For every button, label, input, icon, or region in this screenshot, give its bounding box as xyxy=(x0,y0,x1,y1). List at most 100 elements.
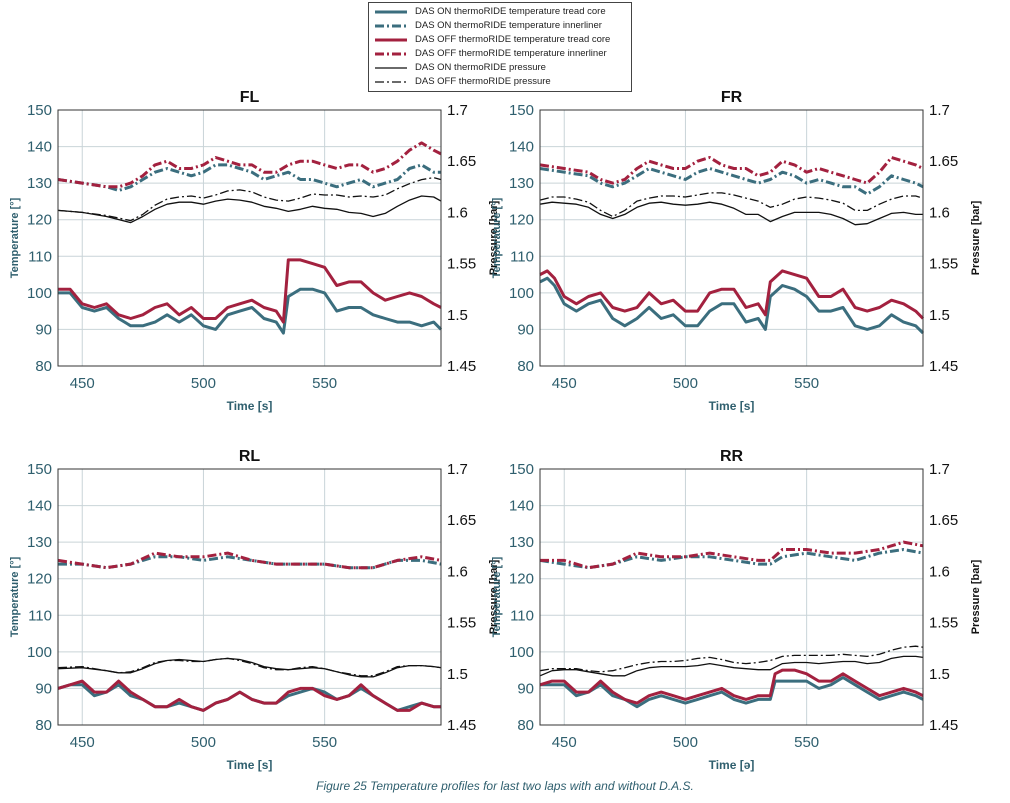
series-line xyxy=(540,540,924,570)
y-tick-label: 100 xyxy=(509,285,534,302)
y2-tick-label: 1.5 xyxy=(447,307,468,324)
chart-panel-rl: 80 90 100 110 120 130 140 150 1.45 1.5 1.55 1.6 1.65… xyxy=(9,448,500,772)
y-tick-label: 110 xyxy=(510,607,534,624)
series-line xyxy=(57,657,442,678)
y-axis-label: Temperature [°] xyxy=(491,556,503,637)
y2-tick-label: 1.65 xyxy=(929,512,958,529)
y2-tick-label: 1.6 xyxy=(447,204,468,221)
plot-frame xyxy=(539,109,924,367)
legend-swatch xyxy=(375,38,407,42)
y-axis-label: Temperature [°] xyxy=(9,556,21,637)
y2-tick-label: 1.5 xyxy=(929,666,950,683)
y-axis-label: Temperature [°] xyxy=(491,197,503,278)
series-line xyxy=(540,676,924,709)
y-tick-label: 120 xyxy=(27,212,52,229)
plot-area xyxy=(540,110,923,366)
x-tick-label: 550 xyxy=(312,375,337,392)
x-tick-label: 550 xyxy=(794,375,819,392)
x-tick-label: 500 xyxy=(673,734,698,751)
legend-swatch xyxy=(375,10,407,14)
y2-tick-label: 1.45 xyxy=(447,717,476,734)
y2-tick-label: 1.7 xyxy=(447,102,468,119)
series-line xyxy=(57,679,441,712)
x-axis-label: Time [ə] xyxy=(709,758,755,772)
y-tick-label: 130 xyxy=(27,175,52,192)
legend-item: DAS ON thermoRIDE temperature tread core xyxy=(373,5,629,19)
y-tick-label: 80 xyxy=(35,717,52,734)
y2-tick-label: 1.6 xyxy=(447,563,468,580)
y2-tick-label: 1.5 xyxy=(929,307,950,324)
chart-title: FL xyxy=(240,89,260,106)
series-line xyxy=(539,167,924,196)
chart-title: RR xyxy=(720,448,744,465)
y2-tick-label: 1.55 xyxy=(447,256,476,273)
series-line xyxy=(539,668,924,705)
legend-label: DAS OFF thermoRIDE pressure xyxy=(415,76,551,87)
legend-label: DAS ON thermoRIDE temperature innerliner xyxy=(415,20,602,31)
y-tick-label: 100 xyxy=(27,285,52,302)
y-tick-label: 120 xyxy=(509,571,534,588)
y2-tick-label: 1.45 xyxy=(929,717,958,734)
y2-tick-label: 1.5 xyxy=(447,666,468,683)
x-tick-label: 500 xyxy=(191,375,216,392)
y2-axis-label: Pressure [bar] xyxy=(970,200,982,275)
y2-axis-label: Pressure [bar] xyxy=(970,559,982,634)
legend-swatch xyxy=(375,67,407,69)
y2-tick-label: 1.55 xyxy=(447,615,476,632)
legend-label: DAS OFF thermoRIDE temperature innerline… xyxy=(415,48,607,59)
chart-panel-fr: 80 90 100 110 120 130 140 150 1.45 1.5 1.55 1.6 1.65… xyxy=(491,89,982,413)
legend-swatch xyxy=(375,52,407,56)
plot-frame xyxy=(57,468,442,726)
y-tick-label: 100 xyxy=(27,644,52,661)
x-tick-label: 450 xyxy=(70,375,95,392)
y2-tick-label: 1.55 xyxy=(929,256,958,273)
y-tick-label: 110 xyxy=(28,248,52,265)
y-tick-label: 150 xyxy=(509,461,534,478)
y-tick-label: 130 xyxy=(27,534,52,551)
y-tick-label: 120 xyxy=(27,571,52,588)
y2-tick-label: 1.7 xyxy=(447,461,468,478)
y-tick-label: 140 xyxy=(509,139,534,156)
x-tick-label: 550 xyxy=(312,734,337,751)
chart-title: FR xyxy=(721,89,743,106)
y-tick-label: 150 xyxy=(27,102,52,119)
y-tick-label: 80 xyxy=(517,717,534,734)
y-tick-label: 130 xyxy=(509,175,534,192)
y2-tick-label: 1.55 xyxy=(929,615,958,632)
y-tick-label: 140 xyxy=(27,139,52,156)
y2-tick-label: 1.7 xyxy=(929,461,950,478)
y-tick-label: 150 xyxy=(509,102,534,119)
legend-label: DAS ON thermoRIDE pressure xyxy=(415,62,546,73)
y-tick-label: 90 xyxy=(35,680,52,697)
y-tick-label: 80 xyxy=(35,358,52,375)
y2-axis-label: Pressure [bar] xyxy=(488,200,500,275)
chart-panel-rr: 80 90 100 110 120 130 140 150 1.45 1.5 1.55 1.6 1.65… xyxy=(491,448,982,772)
series-line xyxy=(57,657,442,677)
plot-frame xyxy=(57,109,442,367)
y-tick-label: 140 xyxy=(27,498,52,515)
x-tick-label: 500 xyxy=(673,375,698,392)
figure-caption: Figure 25 Temperature profiles for last … xyxy=(316,779,694,793)
x-tick-label: 450 xyxy=(70,734,95,751)
x-axis-label: Time [s] xyxy=(227,758,273,772)
series-line xyxy=(539,192,924,218)
y2-tick-label: 1.7 xyxy=(929,102,950,119)
y2-tick-label: 1.65 xyxy=(929,153,958,170)
y-tick-label: 110 xyxy=(510,248,534,265)
y2-tick-label: 1.6 xyxy=(929,563,950,580)
series-line xyxy=(58,287,443,335)
y-tick-label: 140 xyxy=(509,498,534,515)
x-tick-label: 500 xyxy=(191,734,216,751)
legend-item: DAS ON thermoRIDE temperature innerliner xyxy=(373,19,629,33)
legend: DAS ON thermoRIDE temperature tread core… xyxy=(368,2,632,92)
chart-panel-fl: 80 90 100 110 120 130 140 150 1.45 1.5 1.55 1.6 1.65… xyxy=(9,89,500,413)
x-axis-label: Time [s] xyxy=(709,399,755,413)
y2-axis-label: Pressure [bar] xyxy=(488,559,500,634)
legend-item: DAS OFF thermoRIDE pressure xyxy=(373,75,629,89)
series-line xyxy=(57,551,442,570)
y-axis-label: Temperature [°] xyxy=(9,197,21,278)
series-line xyxy=(539,655,924,677)
plot-frame xyxy=(539,468,924,726)
y2-tick-label: 1.65 xyxy=(447,512,476,529)
y2-tick-label: 1.6 xyxy=(929,204,950,221)
